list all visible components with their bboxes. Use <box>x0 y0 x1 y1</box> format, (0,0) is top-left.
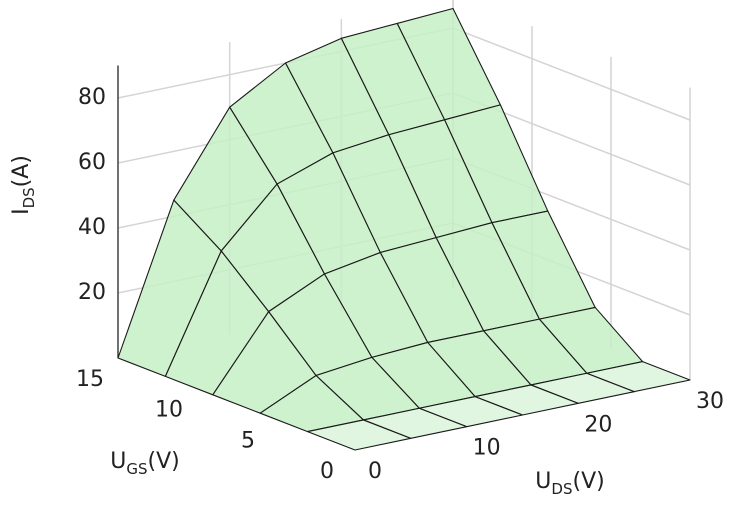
x-tick-label: 10 <box>473 436 501 461</box>
surface-patch <box>307 419 412 451</box>
z-tick-label: 60 <box>78 150 106 175</box>
x-axis-label-unit: (V) <box>572 469 604 494</box>
z-axis-label: IDS(A) <box>9 155 38 215</box>
y-tick-label: 5 <box>241 428 255 453</box>
y-axis-label: UGS(V) <box>110 449 179 478</box>
z-tick-label: 20 <box>78 280 106 305</box>
y-tick-label: 0 <box>320 459 334 484</box>
z-tick-label: 80 <box>78 85 106 110</box>
y-tick-label: 10 <box>155 398 183 423</box>
y-axis-label-unit: (V) <box>148 449 180 474</box>
z-tick-label: 40 <box>78 215 106 240</box>
x-axis-label-main: U <box>535 469 551 494</box>
z-axis-label-sub: DS <box>20 187 38 208</box>
x-axis-label-sub: DS <box>551 480 572 498</box>
x-tick-label: 20 <box>584 412 612 437</box>
x-tick-label: 30 <box>696 389 724 414</box>
y-axis-label-sub: GS <box>126 460 147 478</box>
x-axis-label: UDS(V) <box>535 469 604 498</box>
y-axis-label-main: U <box>110 449 126 474</box>
z-axis-label-main: I <box>9 208 34 215</box>
z-axis-label-unit: (A) <box>9 155 34 187</box>
x-tick-label: 0 <box>368 459 382 484</box>
y-tick-label: 15 <box>76 367 104 392</box>
